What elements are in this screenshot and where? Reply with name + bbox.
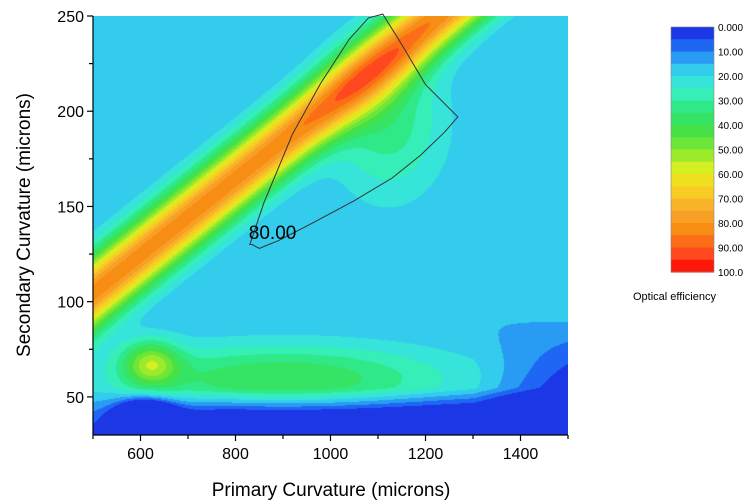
colorbar-band — [671, 88, 714, 102]
colorbar-tick-label: 50.00 — [718, 146, 743, 157]
colorbar-band — [671, 149, 714, 163]
axes: 600 800 1000 1200 1400 50 100 150 200 250 — [57, 9, 569, 463]
x-tick-label: 600 — [127, 446, 154, 463]
colorbar-band — [671, 27, 714, 40]
colorbar-band — [671, 137, 714, 151]
colorbar-tick-label: 80.00 — [718, 219, 743, 230]
colorbar-band — [671, 63, 714, 77]
y-tick-label: 200 — [57, 104, 84, 121]
plot-area — [93, 16, 568, 435]
x-tick-label: 1400 — [503, 446, 539, 463]
colorbar-band — [671, 76, 714, 89]
y-axis-title: Secondary Curvature (microns) — [14, 93, 35, 357]
colorbar-band — [671, 51, 714, 65]
colorbar-band — [671, 223, 714, 236]
colorbar-band — [671, 125, 714, 138]
colorbar-band — [671, 210, 714, 224]
x-tick-label: 1200 — [408, 446, 444, 463]
contour-label: 80.00 — [249, 223, 297, 244]
colorbar-band — [671, 186, 714, 200]
colorbar-tick-label: 70.00 — [718, 195, 743, 206]
colorbar: 0.000 10.00 20.00 30.00 40.00 50.00 60.00 70.00… — [670, 23, 743, 279]
heatmap-surface — [93, 16, 568, 435]
y-tick-label: 50 — [66, 390, 84, 407]
contour-path — [249, 13, 459, 249]
colorbar-frame — [670, 26, 715, 273]
colorbar-band — [671, 100, 714, 114]
colorbar-band — [671, 161, 714, 175]
colorbar-band — [671, 39, 714, 53]
y-tick-label: 100 — [57, 295, 84, 312]
colorbar-band — [671, 198, 714, 212]
colorbar-tick-label: 90.00 — [718, 244, 743, 255]
x-axis-title: Primary Curvature (microns) — [212, 480, 451, 501]
colorbar-tick-label: 40.00 — [718, 121, 743, 132]
colorbar-tick-label: 100.0 — [718, 268, 743, 279]
colorbar-band — [671, 247, 714, 261]
colorbar-tick-label: 60.00 — [718, 170, 743, 181]
colorbar-band — [671, 174, 714, 187]
colorbar-band — [671, 112, 714, 126]
x-tick-label: 1000 — [313, 446, 349, 463]
contour-line-80 — [249, 13, 459, 249]
colorbar-tick-label: 20.00 — [718, 72, 743, 83]
colorbar-title: Optical efficiency — [633, 291, 716, 303]
colorbar-band — [671, 235, 714, 249]
colorbar-band — [671, 259, 714, 273]
colorbar-tick-label: 0.000 — [718, 23, 743, 34]
y-tick-label: 250 — [57, 9, 84, 26]
colorbar-tick-label: 30.00 — [718, 97, 743, 108]
x-tick-label: 800 — [222, 446, 249, 463]
y-tick-label: 150 — [57, 199, 84, 216]
colorbar-tick-label: 10.00 — [718, 48, 743, 59]
